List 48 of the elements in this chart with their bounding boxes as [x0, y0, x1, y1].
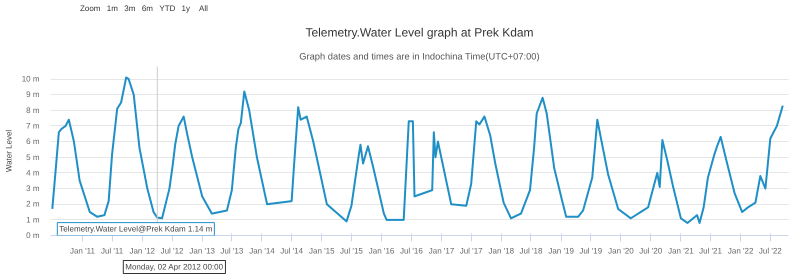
x-tick-label: Jan '12 — [129, 246, 156, 256]
x-tick-label: Jan '21 — [668, 246, 694, 256]
x-tick-label: Jan '18 — [488, 246, 515, 256]
x-tick-label: Jul '16 — [400, 246, 424, 256]
x-tick-label: Jul '19 — [579, 246, 603, 256]
x-tick-label: Jan '20 — [608, 246, 634, 256]
x-tick-label: Jan '16 — [368, 246, 395, 256]
text: 1m — [106, 4, 118, 14]
x-tick-label: Jan '15 — [309, 246, 336, 256]
x-tick-label: Jan '14 — [249, 246, 276, 256]
y-tick-label: 6 m — [26, 137, 40, 146]
chart-title: Telemetry.Water Level graph at Prek Kdam — [305, 26, 534, 40]
text: 3m — [124, 4, 136, 14]
text: YTD — [159, 4, 176, 14]
x-tick-label: Jul '13 — [220, 246, 244, 256]
x-tick-label: Jan '17 — [428, 246, 455, 256]
text: Zoom — [80, 4, 101, 14]
y-tick-label: 0 m — [26, 231, 40, 240]
y-tick-label: 5 m — [26, 152, 40, 162]
x-tick-label: Jul '22 — [758, 246, 782, 256]
x-tick-label: Jul '21 — [699, 246, 723, 256]
y-tick-label: 9 m — [26, 90, 40, 100]
y-tick-label: 1 m — [26, 215, 40, 224]
x-tick-label: Jul '15 — [340, 246, 364, 256]
x-tick-label: Jul '17 — [460, 246, 484, 256]
x-tick-label: Jan '11 — [70, 246, 96, 256]
y-tick-label: 8 m — [26, 106, 40, 115]
x-tick-label: Jan '19 — [548, 246, 574, 256]
x-tick-label: Jul '11 — [100, 246, 124, 256]
line-series — [51, 76, 784, 224]
x-tick-label: Jul '18 — [520, 246, 543, 256]
y-tick-label: 4 m — [26, 168, 40, 178]
text: All — [199, 4, 208, 14]
y-tick-label: 3 m — [26, 184, 40, 194]
y-axis-title: Water Level — [4, 130, 14, 172]
x-tick-label: Jul '20 — [639, 246, 663, 256]
y-tick-label: 2 m — [26, 200, 40, 209]
annotation: Telemetry.Water Level@Prek Kdam 1.14 m — [59, 224, 213, 234]
text: 6m — [142, 4, 154, 14]
x-tick-label: Jul '12 — [160, 246, 184, 256]
y-tick-label: 10 m — [22, 74, 40, 84]
text: Monday, 02 Apr 2012 00:00 — [125, 262, 224, 272]
x-tick-label: Jan '22 — [728, 246, 754, 256]
y-tick-label: 7 m — [26, 121, 40, 130]
text: 1y — [181, 4, 190, 14]
x-tick-label: Jul '14 — [280, 246, 304, 256]
chart-subtitle: Graph dates and times are in Indochina Time(UTC+07:00) — [299, 52, 540, 62]
x-tick-label: Jan '13 — [189, 246, 216, 256]
